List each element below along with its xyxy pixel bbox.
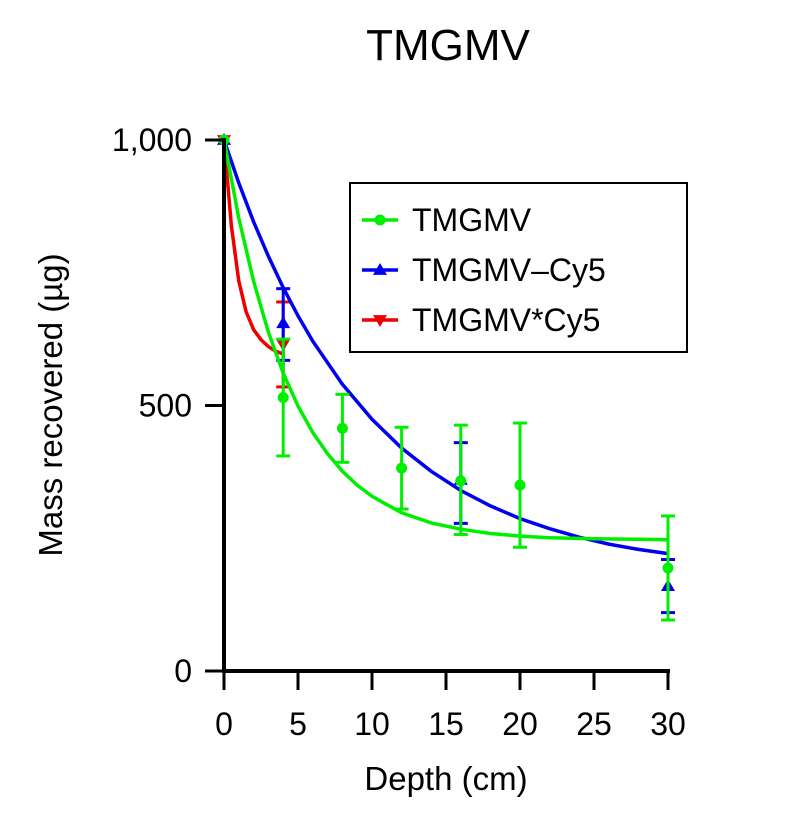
chart-title: TMGMV xyxy=(366,21,530,70)
legend-label: TMGMV xyxy=(412,202,532,238)
legend-box xyxy=(349,182,688,353)
series-layer xyxy=(217,133,675,622)
series-fit-line xyxy=(222,139,669,542)
series-fit-line xyxy=(222,139,284,356)
legend-marker xyxy=(373,263,387,275)
y-tick-label: 0 xyxy=(174,653,192,689)
x-tick-label: 15 xyxy=(428,706,464,742)
x-tick-label: 30 xyxy=(650,706,686,742)
legend-label: TMGMV–Cy5 xyxy=(412,252,606,288)
x-tick-label: 25 xyxy=(576,706,612,742)
x-tick-label: 5 xyxy=(289,706,307,742)
series-2 xyxy=(217,135,291,389)
legend: TMGMV TMGMV–Cy5 TMGMV*Cy5 xyxy=(349,182,688,353)
x-tick-label: 10 xyxy=(354,706,390,742)
ticks-layer: 0 5 10 15 20 25 30 0 500 1,000 xyxy=(112,122,686,742)
legend-marker xyxy=(373,315,387,327)
series-0 xyxy=(218,134,675,622)
data-point xyxy=(277,392,289,404)
data-point xyxy=(276,316,291,329)
legend-label: TMGMV*Cy5 xyxy=(412,302,600,338)
y-tick-label: 1,000 xyxy=(112,122,192,158)
data-point xyxy=(336,422,348,434)
data-point xyxy=(455,475,467,487)
y-axis-label: Mass recovered (µg) xyxy=(32,253,69,556)
x-tick-label: 20 xyxy=(502,706,538,742)
y-tick-label: 500 xyxy=(139,388,192,424)
x-tick-label: 0 xyxy=(215,706,233,742)
data-point xyxy=(514,479,526,491)
legend-marker xyxy=(374,214,386,226)
x-axis-label: Depth (cm) xyxy=(364,760,527,797)
legend-items: TMGMV TMGMV–Cy5 TMGMV*Cy5 xyxy=(362,202,606,338)
data-point xyxy=(396,462,408,474)
data-point xyxy=(662,562,674,574)
